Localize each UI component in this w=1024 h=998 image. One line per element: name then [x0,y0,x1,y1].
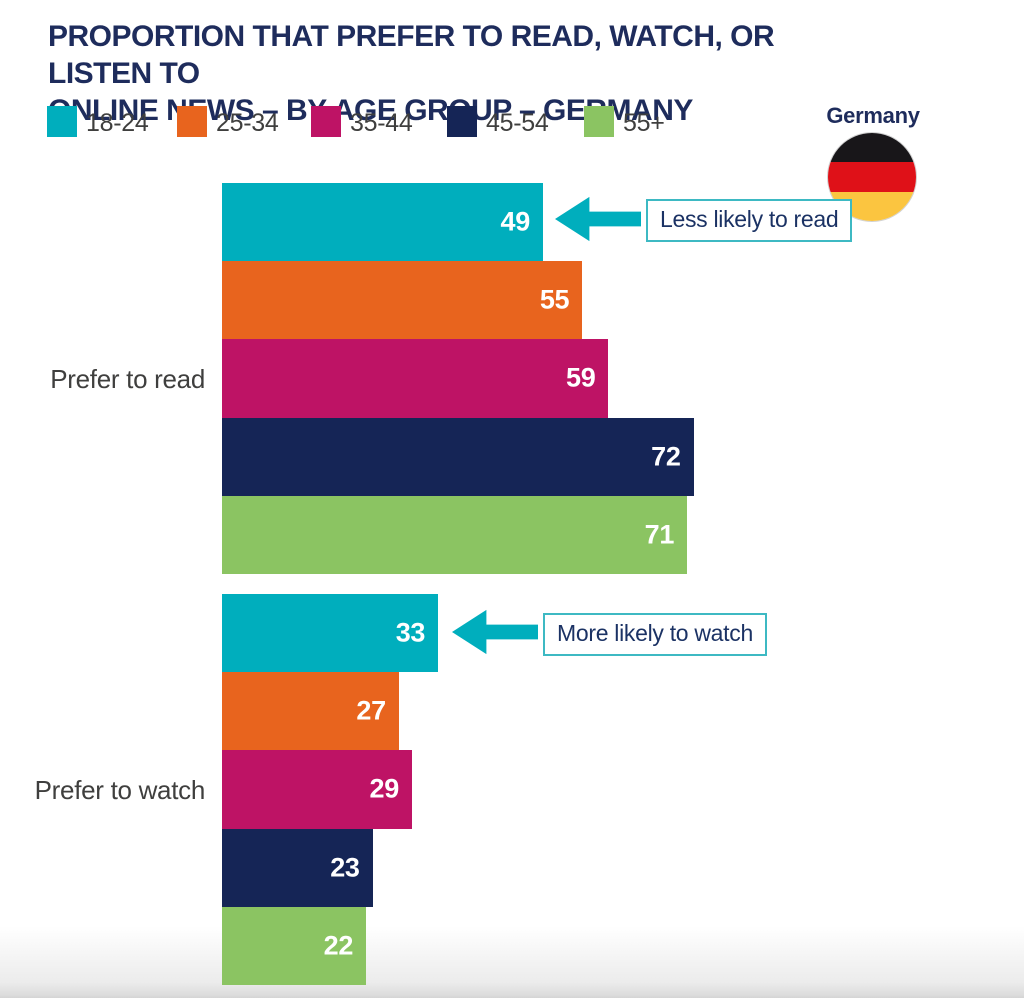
bar-value-label: 55 [539,284,570,315]
annotation-less-likely-to-read: Less likely to read [646,199,853,242]
bar-value-label: 23 [330,852,360,883]
legend-swatch-18-24 [47,106,77,137]
legend-label-25-34: 25-34 [216,109,279,137]
bar-55+-prefer-to-read: 71 [222,495,688,574]
bar-value-label: 27 [356,695,386,726]
bar-25-34-prefer-to-watch: 27 [222,672,399,751]
group-label-prefer-to-read: Prefer to read [50,363,205,394]
flag-stripe-red [828,162,916,192]
bar-value-label: 71 [644,519,675,550]
bar-value-label: 29 [369,773,400,804]
legend-label-18-24: 18-24 [86,109,149,137]
bar-18-24-prefer-to-read: 49 [222,183,543,262]
legend-label-45-54: 45-54 [486,109,549,137]
bar-value-label: 59 [566,362,596,393]
bar-value-label: 72 [651,441,681,472]
legend-swatch-25-34 [177,106,207,137]
legend-label-55+: 55+ [623,109,665,137]
annotation-arrow-more-likely-to-watch [452,609,538,655]
bar-35-44-prefer-to-read: 59 [222,339,609,418]
bar-45-54-prefer-to-read: 72 [222,417,694,496]
annotation-more-likely-to-watch: More likely to watch [543,613,767,656]
bar-35-44-prefer-to-watch: 29 [222,750,412,829]
legend-swatch-35-44 [311,106,341,137]
chart-title: PROPORTION THAT PREFER TO READ, WATCH, O… [48,18,808,129]
legend-label-35-44: 35-44 [350,109,413,137]
bar-value-label: 33 [395,617,426,648]
bar-value-label: 49 [500,206,531,237]
chart-title-line2: ONLINE NEWS – BY AGE GROUP – GERMANY [48,94,693,127]
bar-55+-prefer-to-watch: 22 [222,906,367,985]
bar-18-24-prefer-to-watch: 33 [222,594,439,673]
annotation-arrow-less-likely-to-read [555,196,641,242]
chart-title-line1: PROPORTION THAT PREFER TO READ, WATCH, O… [48,20,775,90]
bar-25-34-prefer-to-read: 55 [222,261,583,340]
legend-swatch-45-54 [447,106,477,137]
bar-value-label: 22 [323,930,354,961]
legend-swatch-55+ [584,106,614,137]
country-label: Germany [826,103,920,128]
bar-45-54-prefer-to-watch: 23 [222,828,373,907]
group-label-prefer-to-watch: Prefer to watch [34,774,206,805]
flag-stripe-black [828,133,916,163]
page-bottom-shade [0,926,1024,998]
